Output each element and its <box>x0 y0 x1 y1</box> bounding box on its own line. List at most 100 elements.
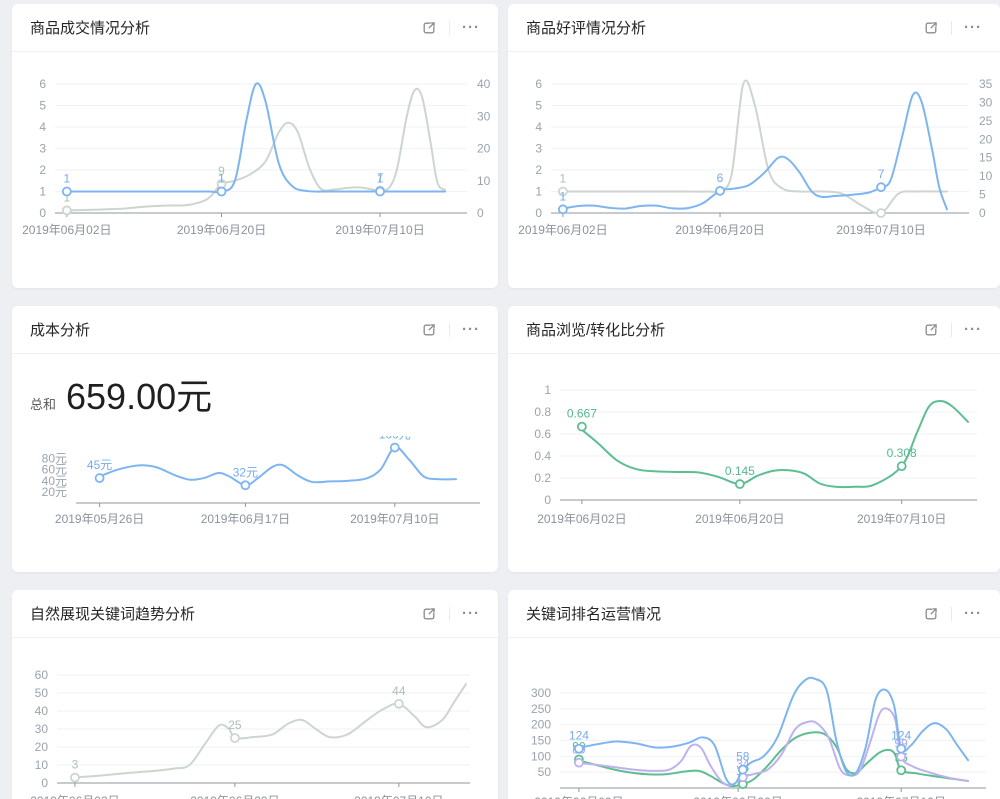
more-button[interactable]: ··· <box>462 321 480 338</box>
divider <box>951 20 952 35</box>
total-stat: 总和 659.00元 <box>12 354 498 436</box>
open-in-new-icon <box>423 323 435 335</box>
svg-text:1: 1 <box>218 172 225 186</box>
svg-text:100元: 100元 <box>379 436 411 442</box>
svg-text:30: 30 <box>979 95 993 109</box>
svg-text:60元: 60元 <box>42 463 67 477</box>
svg-text:2: 2 <box>535 163 542 177</box>
more-button[interactable]: ··· <box>964 19 982 36</box>
open-in-new-button[interactable] <box>421 322 437 338</box>
keyword-trend-chart[interactable]: 0 10 20 30 40 50 60 2019年06月02日 2019年06月20日 2019年… <box>12 638 498 799</box>
svg-text:6: 6 <box>717 171 724 185</box>
svg-text:2019年06月20日: 2019年06月20日 <box>190 794 279 799</box>
open-in-new-button[interactable] <box>421 606 437 622</box>
svg-text:2019年07月10日: 2019年07月10日 <box>354 794 443 799</box>
svg-text:2019年06月20日: 2019年06月20日 <box>695 512 784 526</box>
svg-text:0.667: 0.667 <box>567 407 597 421</box>
svg-text:300: 300 <box>531 686 551 700</box>
svg-text:0: 0 <box>544 493 551 507</box>
svg-text:1: 1 <box>63 172 70 186</box>
open-in-new-button[interactable] <box>923 322 939 338</box>
svg-text:10: 10 <box>979 169 993 183</box>
open-in-new-button[interactable] <box>923 20 939 36</box>
svg-text:2019年06月20日: 2019年06月20日 <box>675 223 764 237</box>
svg-text:2019年07月10日: 2019年07月10日 <box>335 223 424 237</box>
svg-text:1: 1 <box>377 172 384 186</box>
svg-text:40: 40 <box>477 77 491 91</box>
open-in-new-icon <box>423 607 435 619</box>
svg-text:15: 15 <box>979 151 993 165</box>
svg-text:0.4: 0.4 <box>534 449 551 463</box>
line-chart-svg: 0 0.2 0.4 0.6 0.8 1 2019年06月02日 2019年06月20日 2019… <box>534 383 977 526</box>
panel-review-analysis: 商品好评情况分析 ··· 0 1 2 3 4 5 6 0 5 10 15 20 25 30 35 2019年0… <box>508 4 1000 288</box>
svg-text:0.308: 0.308 <box>887 446 917 460</box>
stat-value: 659.00元 <box>66 376 213 417</box>
svg-text:3: 3 <box>39 142 46 156</box>
svg-text:44: 44 <box>392 684 406 698</box>
panel-actions: ··· <box>923 322 982 338</box>
svg-text:2019年06月02日: 2019年06月02日 <box>534 795 623 799</box>
svg-text:35: 35 <box>979 77 993 91</box>
svg-text:4: 4 <box>535 120 542 134</box>
line-chart-svg: 501001502002503002019年06月02日2019年06月20日2… <box>531 676 986 799</box>
divider <box>449 20 450 35</box>
svg-text:2019年06月17日: 2019年06月17日 <box>201 512 290 526</box>
deal-analysis-chart[interactable]: 0 1 2 3 4 5 6 0 10 20 30 40 2019年06月02日 2019年06月20日 20… <box>12 52 498 288</box>
stat-label: 总和 <box>30 397 57 412</box>
svg-text:50: 50 <box>538 765 552 779</box>
svg-text:250: 250 <box>531 702 551 716</box>
panel-header: 商品成交情况分析 ··· <box>12 4 498 52</box>
cost-analysis-chart[interactable]: 20元 40元 60元 80元 2019年05月26日 2019年06月17日 2019年0… <box>12 428 498 572</box>
svg-text:1: 1 <box>544 383 551 397</box>
panel-deal-analysis: 商品成交情况分析 ··· 0 1 2 3 4 5 6 0 10 20 30 40 2019年06月02日… <box>12 4 498 288</box>
more-button[interactable]: ··· <box>964 605 982 622</box>
svg-text:2019年07月10日: 2019年07月10日 <box>350 512 439 526</box>
svg-text:0: 0 <box>39 206 46 220</box>
svg-text:2019年05月26日: 2019年05月26日 <box>55 512 144 526</box>
svg-text:2019年06月20日: 2019年06月20日 <box>693 795 782 799</box>
review-analysis-chart[interactable]: 0 1 2 3 4 5 6 0 5 10 15 20 25 30 35 2019年06月02日 2019年06月… <box>508 52 1000 288</box>
open-in-new-button[interactable] <box>421 20 437 36</box>
svg-text:40: 40 <box>35 704 49 718</box>
svg-text:40元: 40元 <box>42 474 67 488</box>
panel-actions: ··· <box>923 606 982 622</box>
more-button[interactable]: ··· <box>462 19 480 36</box>
svg-text:7: 7 <box>878 167 885 181</box>
conversion-analysis-chart[interactable]: 0 0.2 0.4 0.6 0.8 1 2019年06月02日 2019年06月20日 2019… <box>508 354 1000 572</box>
svg-text:30: 30 <box>35 722 49 736</box>
svg-text:200: 200 <box>531 718 551 732</box>
svg-text:2019年07月10日: 2019年07月10日 <box>857 512 946 526</box>
panel-header: 自然展现关键词趋势分析 ··· <box>12 590 498 638</box>
divider <box>951 606 952 621</box>
svg-text:6: 6 <box>535 77 542 91</box>
svg-text:20元: 20元 <box>42 485 67 499</box>
svg-text:2019年06月20日: 2019年06月20日 <box>177 223 266 237</box>
more-button[interactable]: ··· <box>462 605 480 622</box>
svg-text:0: 0 <box>979 206 986 220</box>
svg-text:4: 4 <box>39 120 46 134</box>
keyword-ranking-chart[interactable]: 501001502002503002019年06月02日2019年06月20日2… <box>508 638 1000 799</box>
svg-text:150: 150 <box>531 734 551 748</box>
more-button[interactable]: ··· <box>964 321 982 338</box>
svg-text:25: 25 <box>979 114 993 128</box>
open-in-new-icon <box>925 607 937 619</box>
divider <box>449 322 450 337</box>
open-in-new-button[interactable] <box>923 606 939 622</box>
svg-text:1: 1 <box>560 172 567 186</box>
svg-text:1: 1 <box>39 185 46 199</box>
panel-cost-analysis: 成本分析 ··· 总和 659.00元 20元 40元 60元 80元 2019年05月… <box>12 306 498 572</box>
panel-header: 关键词排名运营情况 ··· <box>508 590 1000 638</box>
svg-text:50: 50 <box>35 686 49 700</box>
panel-title: 自然展现关键词趋势分析 <box>30 606 196 623</box>
open-in-new-icon <box>423 21 435 33</box>
svg-text:25: 25 <box>228 718 242 732</box>
svg-text:0.8: 0.8 <box>534 405 551 419</box>
svg-text:5: 5 <box>39 99 46 113</box>
svg-text:20: 20 <box>979 132 993 146</box>
svg-text:5: 5 <box>535 99 542 113</box>
svg-text:20: 20 <box>477 142 491 156</box>
svg-text:3: 3 <box>535 142 542 156</box>
svg-text:1: 1 <box>63 190 70 204</box>
